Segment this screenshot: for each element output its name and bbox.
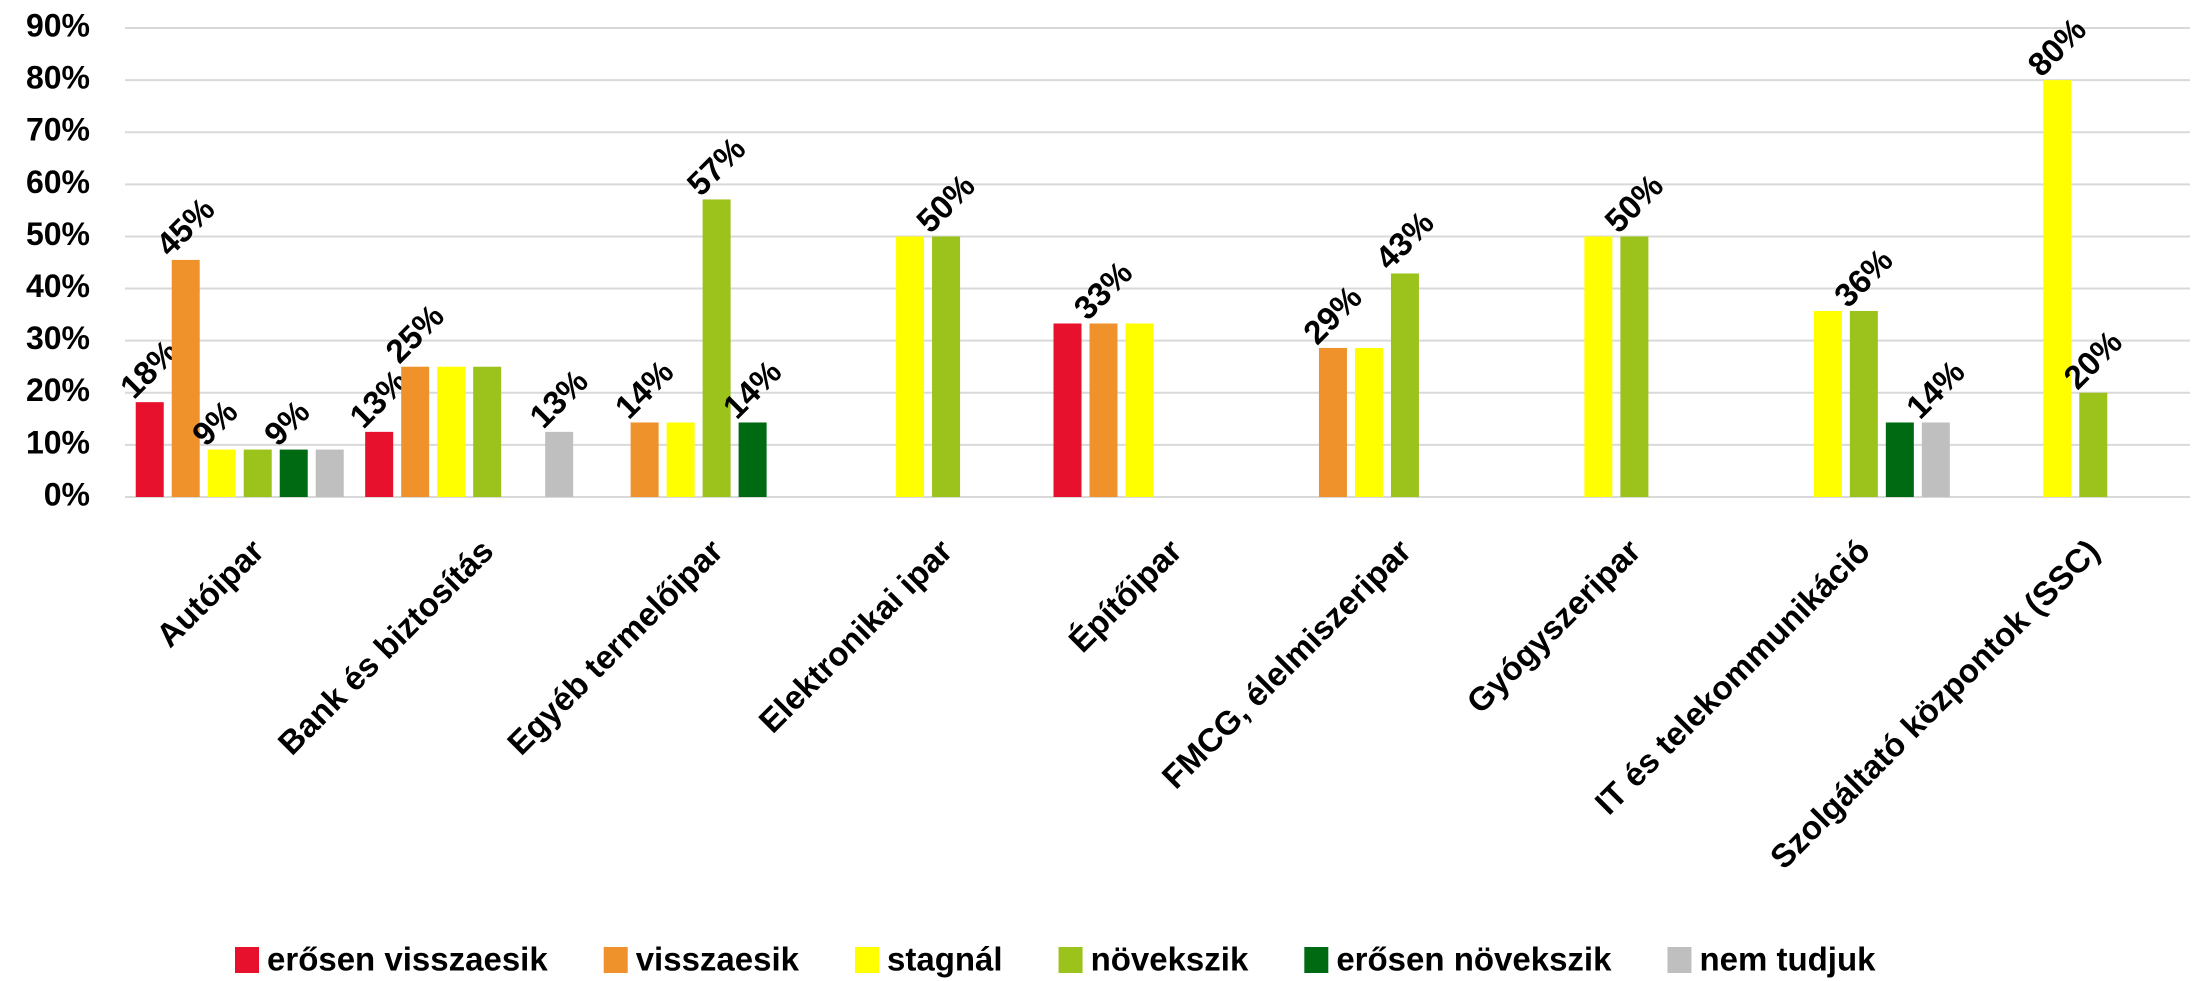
- x-tick-label: Egyéb termelőipar: [500, 532, 730, 762]
- x-tick-label: Elektronikai ipar: [751, 532, 959, 740]
- y-tick-label: 80%: [26, 60, 90, 96]
- bar: [279, 449, 308, 497]
- legend-swatch: [1058, 947, 1083, 973]
- bar: [135, 402, 164, 497]
- legend-label: visszaesik: [636, 941, 800, 978]
- bar: [243, 449, 272, 497]
- x-tick-label: FMCG, élelmiszeripar: [1155, 532, 1419, 796]
- bar: [207, 449, 236, 497]
- bar: [401, 366, 430, 497]
- legend-label: erősen növekszik: [1336, 941, 1612, 978]
- bar: [545, 431, 574, 497]
- data-label: 9%: [257, 393, 317, 453]
- bar: [473, 366, 502, 497]
- bar: [1620, 236, 1649, 497]
- bar: [437, 366, 466, 497]
- legend-swatch: [1667, 947, 1692, 973]
- data-label: 14%: [1899, 353, 1972, 426]
- data-label: 45%: [149, 190, 222, 263]
- legend-label: nem tudjuk: [1699, 941, 1876, 978]
- legend-swatch: [1304, 947, 1329, 973]
- x-tick-label: Bank és biztosítás: [271, 532, 501, 762]
- bar: [365, 431, 394, 497]
- x-tick-label: Autóipar: [149, 532, 271, 654]
- bar: [1921, 422, 1950, 497]
- bar: [1125, 323, 1154, 497]
- data-label: 50%: [1597, 167, 1670, 240]
- bar: [1318, 347, 1347, 497]
- bar: [738, 422, 767, 497]
- bar: [702, 199, 731, 497]
- x-tick-label: Gyógyszeripar: [1459, 532, 1647, 720]
- legend-label: erősen visszaesik: [267, 941, 548, 978]
- legend-swatch: [603, 947, 628, 973]
- bar: [1584, 236, 1613, 497]
- bar: [171, 259, 200, 497]
- data-label: 36%: [1827, 241, 1900, 314]
- data-label: 57%: [680, 130, 753, 203]
- y-tick-label: 0%: [44, 476, 90, 512]
- bar: [666, 422, 695, 497]
- y-tick-label: 20%: [26, 372, 90, 408]
- y-tick-label: 40%: [26, 268, 90, 304]
- y-tick-label: 50%: [26, 216, 90, 252]
- data-label: 25%: [378, 297, 451, 370]
- legend-swatch: [855, 947, 880, 973]
- data-label: 80%: [2020, 10, 2093, 83]
- data-label: 43%: [1368, 204, 1441, 277]
- data-label: 50%: [909, 167, 982, 240]
- bar: [1885, 422, 1914, 497]
- bar: [1390, 273, 1419, 497]
- bar: [315, 449, 344, 497]
- bar: [1849, 310, 1878, 497]
- bar: [2079, 392, 2108, 497]
- bar: [932, 236, 961, 497]
- bar: [1813, 310, 1842, 497]
- y-tick-label: 70%: [26, 112, 90, 148]
- y-tick-label: 90%: [26, 7, 90, 43]
- legend-label: növekszik: [1091, 941, 1249, 978]
- data-label: 14%: [608, 353, 681, 426]
- y-tick-label: 60%: [26, 164, 90, 200]
- data-label: 13%: [522, 362, 595, 435]
- bar: [2043, 80, 2072, 497]
- legend-swatch: [235, 947, 259, 973]
- bar: [1089, 323, 1118, 497]
- x-tick-label: Építőipar: [1061, 532, 1188, 659]
- y-tick-label: 10%: [26, 424, 90, 460]
- bar: [1354, 347, 1383, 497]
- bar: [896, 236, 925, 497]
- legend-label: stagnál: [887, 941, 1003, 978]
- bar: [1053, 323, 1082, 497]
- bar: [630, 422, 659, 497]
- data-label: 33%: [1066, 254, 1139, 327]
- y-tick-label: 30%: [26, 320, 90, 356]
